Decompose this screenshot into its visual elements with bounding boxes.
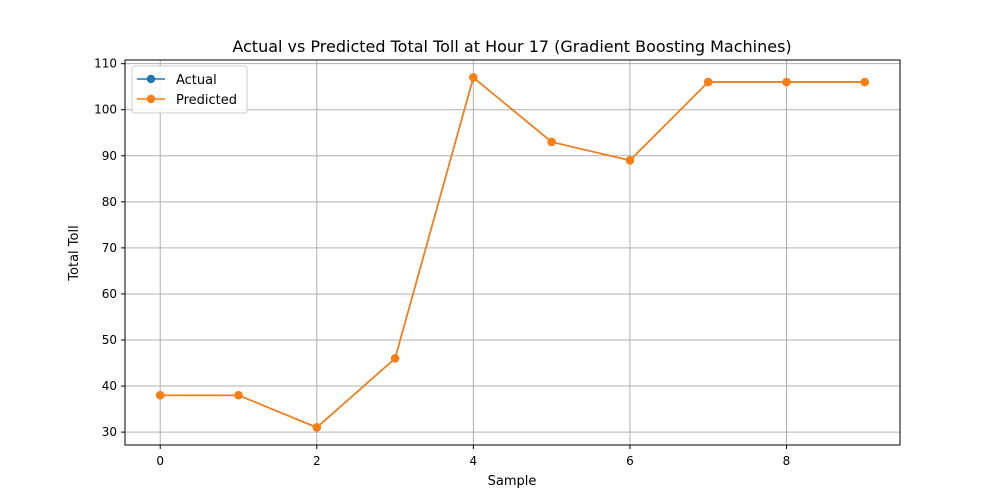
series-line-actual — [160, 76, 865, 429]
data-point-predicted — [390, 354, 400, 363]
y-tick-label: 70 — [102, 241, 117, 255]
data-point-predicted — [782, 77, 791, 87]
y-axis-label: Total Toll — [67, 225, 82, 281]
y-tick-label: 90 — [102, 149, 117, 163]
grid-layer — [125, 60, 900, 445]
data-point-predicted — [860, 77, 869, 87]
x-tick-label: 0 — [156, 454, 164, 468]
y-tick-label: 30 — [102, 425, 117, 439]
plot-area-frame — [124, 59, 901, 446]
data-point-predicted — [156, 391, 165, 400]
ticks-layer: 0 2 4 6 8 30 40 50 60 70 80 90 100 110 — [94, 57, 790, 468]
legend-label-actual: Actual — [176, 73, 217, 88]
x-tick-label: 2 — [313, 454, 321, 468]
data-point-predicted — [312, 423, 321, 432]
data-point-predicted — [704, 77, 713, 87]
legend-label-predicted: Predicted — [176, 93, 237, 108]
y-tick-label: 100 — [94, 103, 117, 117]
y-tick-label: 80 — [102, 195, 117, 209]
y-tick-label: 40 — [102, 379, 117, 393]
legend-items: Actual Predicted — [137, 73, 237, 108]
x-tick-label: 4 — [470, 454, 478, 468]
legend-box — [131, 65, 248, 114]
data-point-predicted — [234, 391, 243, 400]
x-tick-label: 6 — [626, 454, 634, 468]
data-point-predicted — [469, 73, 478, 82]
legend-marker-actual — [146, 74, 156, 84]
x-axis-label: Sample — [488, 474, 537, 489]
y-tick-label: 60 — [102, 287, 117, 301]
data-point-predicted — [547, 137, 556, 147]
data-point-predicted — [625, 156, 635, 165]
series-layer — [156, 73, 869, 432]
legend-marker-predicted — [146, 94, 156, 104]
legend: Actual Predicted — [131, 65, 248, 114]
series-line-predicted — [160, 76, 865, 429]
y-tick-label: 110 — [94, 57, 117, 71]
x-tick-label: 8 — [783, 454, 791, 468]
y-tick-label: 50 — [102, 333, 117, 347]
chart-title: Actual vs Predicted Total Toll at Hour 1… — [232, 37, 791, 56]
